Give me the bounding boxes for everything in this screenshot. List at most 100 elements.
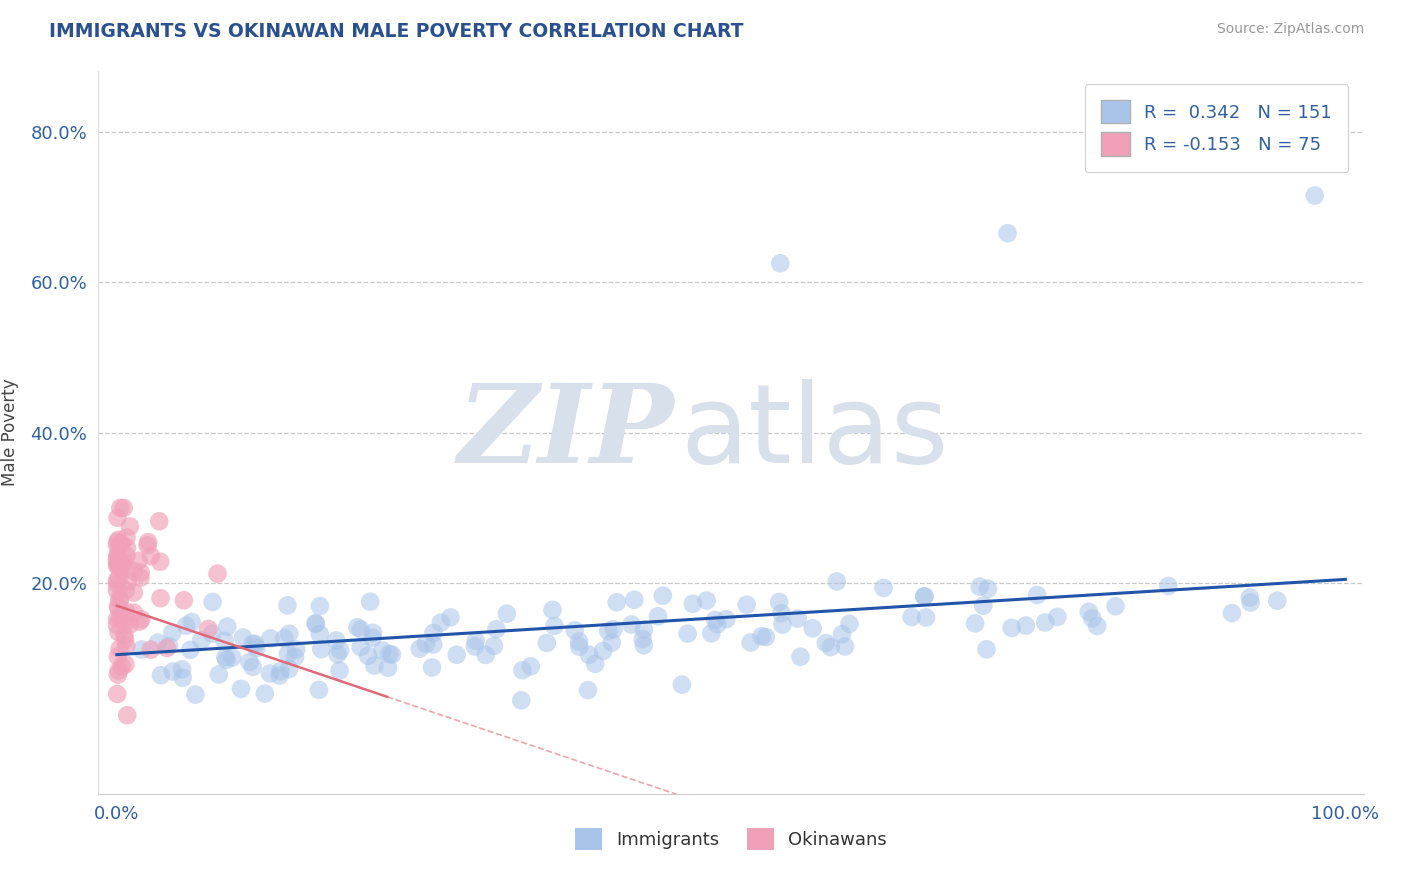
Point — [520, 659, 543, 673]
Point — [105, 574, 128, 588]
Point — [422, 626, 444, 640]
Text: Source: ZipAtlas.com: Source: ZipAtlas.com — [1216, 22, 1364, 37]
Point — [696, 593, 718, 607]
Point — [273, 632, 295, 646]
Point — [377, 661, 399, 675]
Point — [349, 640, 371, 654]
Point — [277, 647, 299, 661]
Point — [115, 549, 138, 563]
Point — [129, 571, 152, 585]
Point — [214, 650, 236, 665]
Point — [592, 644, 614, 658]
Point — [838, 616, 860, 631]
Point — [149, 668, 172, 682]
Point — [359, 595, 381, 609]
Point — [215, 653, 238, 667]
Point — [107, 557, 129, 571]
Point — [136, 538, 159, 552]
Point — [329, 643, 352, 657]
Point — [115, 531, 138, 545]
Point — [825, 574, 848, 589]
Point — [578, 648, 600, 662]
Point — [415, 637, 437, 651]
Point — [329, 664, 352, 678]
Point — [105, 558, 128, 573]
Point — [122, 564, 145, 578]
Point — [114, 604, 136, 618]
Point — [740, 635, 762, 649]
Point — [536, 636, 558, 650]
Point — [309, 599, 332, 613]
Point — [977, 582, 1000, 596]
Point — [107, 533, 129, 547]
Point — [914, 589, 936, 603]
Point — [541, 603, 564, 617]
Point — [107, 510, 129, 524]
Point — [284, 650, 307, 665]
Point — [831, 627, 853, 641]
Point — [786, 611, 808, 625]
Point — [208, 667, 231, 681]
Point — [242, 660, 264, 674]
Point — [172, 662, 194, 676]
Point — [117, 708, 139, 723]
Point — [772, 617, 794, 632]
Point — [409, 641, 432, 656]
Point — [834, 640, 856, 654]
Point — [107, 558, 129, 573]
Point — [107, 534, 129, 549]
Point — [245, 637, 267, 651]
Point — [108, 591, 131, 606]
Point — [162, 665, 184, 679]
Point — [108, 611, 131, 625]
Point — [311, 642, 333, 657]
Point — [346, 620, 368, 634]
Point — [770, 606, 793, 620]
Point — [304, 616, 326, 631]
Point — [1104, 599, 1126, 614]
Point — [276, 599, 298, 613]
Point — [1239, 591, 1261, 605]
Point — [606, 595, 628, 609]
Point — [755, 630, 778, 644]
Point — [114, 632, 136, 647]
Point — [111, 659, 134, 673]
Point — [112, 608, 135, 623]
Point — [110, 500, 132, 515]
Point — [564, 624, 586, 638]
Point — [422, 638, 444, 652]
Point — [108, 571, 131, 585]
Point — [112, 561, 135, 575]
Point — [325, 633, 347, 648]
Point — [105, 538, 128, 552]
Point — [112, 613, 135, 627]
Point — [510, 693, 533, 707]
Point — [201, 595, 224, 609]
Point — [1033, 615, 1056, 630]
Point — [162, 625, 184, 640]
Point — [631, 632, 654, 647]
Point — [789, 649, 811, 664]
Point — [801, 621, 824, 635]
Point — [751, 629, 773, 643]
Point — [108, 551, 131, 566]
Point — [969, 580, 991, 594]
Point — [357, 648, 380, 663]
Point — [269, 668, 291, 682]
Point — [207, 566, 229, 581]
Point — [623, 592, 645, 607]
Point — [157, 639, 180, 653]
Point — [620, 617, 643, 632]
Point — [107, 599, 129, 614]
Point — [671, 677, 693, 691]
Point — [308, 682, 330, 697]
Point — [114, 615, 136, 630]
Point — [131, 642, 153, 657]
Point — [568, 634, 591, 648]
Point — [120, 617, 142, 632]
Point — [512, 663, 534, 677]
Point — [598, 624, 620, 638]
Point — [1220, 606, 1243, 620]
Point — [110, 537, 132, 551]
Point — [238, 655, 260, 669]
